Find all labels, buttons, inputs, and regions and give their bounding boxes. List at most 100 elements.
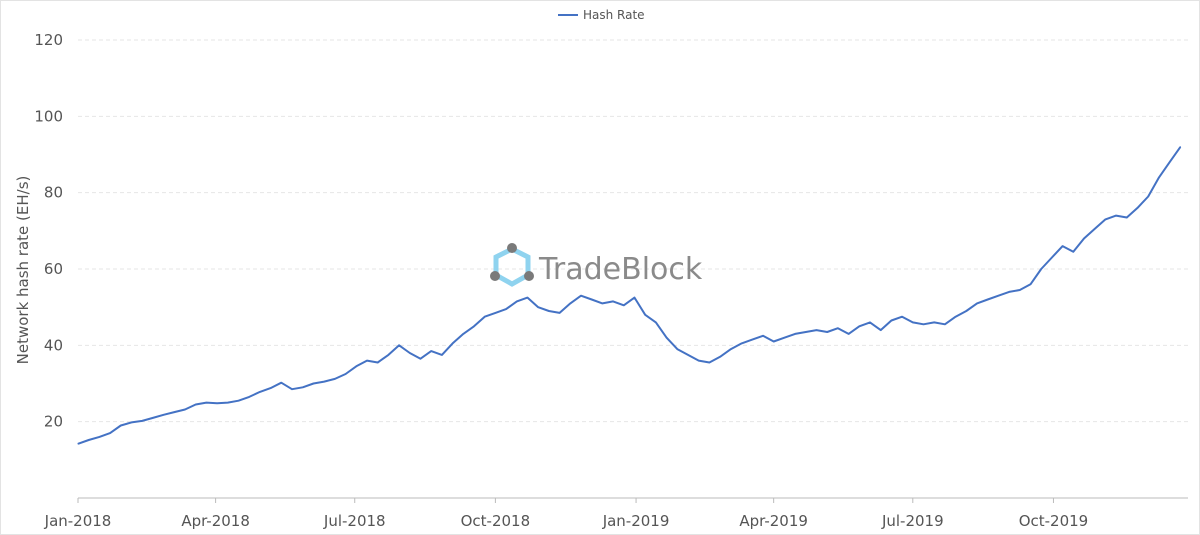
- data-point: [452, 342, 454, 344]
- data-point: [1040, 268, 1042, 270]
- series-line-hash-rate: [77, 146, 1182, 445]
- data-point: [173, 411, 175, 413]
- watermark-logo-text: TradeBlock: [538, 252, 703, 287]
- data-point: [473, 325, 475, 327]
- data-point: [559, 312, 561, 314]
- data-point: [548, 310, 550, 312]
- x-tick-label: Jul-2019: [881, 512, 944, 530]
- data-point: [1094, 228, 1096, 230]
- data-point: [805, 331, 807, 333]
- x-tick-label: Oct-2018: [461, 512, 531, 530]
- data-point: [848, 333, 850, 335]
- data-point: [826, 331, 828, 333]
- data-point: [430, 350, 432, 352]
- data-point: [815, 329, 818, 331]
- data-point: [163, 414, 165, 416]
- data-point: [612, 300, 614, 302]
- data-point: [98, 436, 100, 438]
- data-point: [955, 316, 957, 318]
- data-point: [334, 378, 336, 380]
- x-tick-label: Oct-2019: [1019, 512, 1089, 530]
- data-point: [1072, 251, 1074, 253]
- data-point: [1008, 291, 1010, 293]
- x-tick-label: Jan-2018: [44, 512, 112, 530]
- data-point: [1136, 207, 1139, 209]
- data-point: [1147, 195, 1149, 198]
- data-point: [462, 333, 464, 335]
- data-point: [890, 319, 893, 322]
- data-point: [526, 297, 529, 299]
- x-tick-label: Jan-2019: [602, 512, 670, 530]
- data-point: [366, 360, 368, 362]
- data-point: [591, 298, 593, 301]
- data-point: [741, 342, 743, 344]
- data-point: [227, 402, 229, 404]
- data-point: [580, 295, 582, 297]
- data-point: [537, 306, 539, 308]
- data-point: [708, 361, 711, 364]
- tradeblock-watermark: TradeBlock: [490, 243, 703, 287]
- data-point: [1019, 289, 1021, 291]
- data-point: [516, 300, 518, 302]
- data-point: [933, 321, 935, 323]
- data-point: [976, 302, 978, 304]
- data-point: [109, 432, 111, 434]
- data-point: [1169, 161, 1171, 163]
- data-point: [1062, 245, 1064, 247]
- data-point: [644, 314, 646, 316]
- data-point: [312, 382, 315, 385]
- data-point: [291, 388, 293, 390]
- data-point: [441, 354, 443, 356]
- data-point: [409, 352, 411, 354]
- data-point: [184, 408, 186, 411]
- data-point: [633, 297, 636, 299]
- data-point: [1126, 216, 1128, 219]
- data-point: [997, 295, 1000, 297]
- data-point: [237, 400, 240, 402]
- data-point: [1051, 256, 1053, 259]
- data-point: [719, 356, 721, 358]
- y-tick-label: 80: [44, 184, 63, 202]
- data-point: [762, 335, 764, 337]
- data-point: [205, 402, 207, 404]
- y-tick-label: 20: [44, 413, 63, 431]
- data-point: [195, 403, 197, 406]
- data-point: [773, 340, 775, 343]
- x-tick-label: Jul-2018: [323, 512, 386, 530]
- grid-lines: [78, 39, 1188, 423]
- data-point: [687, 354, 689, 356]
- y-tick-label: 40: [44, 336, 63, 354]
- data-point: [1115, 215, 1117, 217]
- data-point: [987, 298, 989, 301]
- data-point: [751, 339, 753, 341]
- data-point: [655, 321, 657, 323]
- y-axis-ticks: 20 40 60 80 100 120: [34, 31, 63, 431]
- data-point: [837, 327, 839, 329]
- data-point: [398, 344, 400, 346]
- data-point: [1104, 218, 1106, 220]
- data-point: [323, 381, 325, 383]
- data-point: [141, 420, 143, 422]
- data-point: [77, 443, 79, 445]
- data-point: [345, 373, 347, 375]
- data-point: [1029, 283, 1032, 285]
- tradeblock-logo-icon: [490, 243, 534, 287]
- data-point: [387, 354, 389, 356]
- data-point: [419, 358, 422, 360]
- data-point: [730, 348, 732, 350]
- data-point: [248, 396, 250, 398]
- y-tick-label: 60: [44, 260, 63, 278]
- data-point: [494, 312, 496, 314]
- data-point: [794, 333, 796, 335]
- data-point: [666, 337, 668, 339]
- legend-label: Hash Rate: [583, 8, 645, 22]
- data-point: [569, 302, 571, 304]
- x-tick-label: Apr-2019: [739, 512, 808, 530]
- data-point: [505, 308, 507, 310]
- y-tick-label: 120: [34, 31, 63, 49]
- legend: Hash Rate: [558, 8, 645, 22]
- data-point: [216, 402, 218, 404]
- data-point: [270, 387, 272, 389]
